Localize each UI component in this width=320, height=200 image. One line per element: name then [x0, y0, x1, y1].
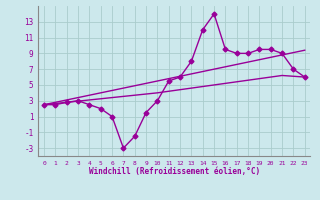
X-axis label: Windchill (Refroidissement éolien,°C): Windchill (Refroidissement éolien,°C)	[89, 167, 260, 176]
